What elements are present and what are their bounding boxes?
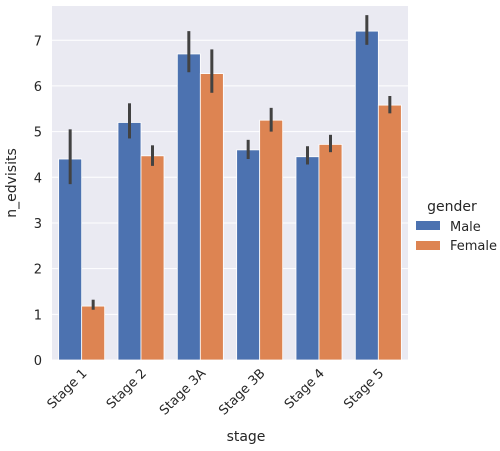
x-tick-label-1: Stage 2 [104, 366, 150, 412]
y-tick-label-6: 6 [34, 80, 42, 95]
legend-swatch-male [416, 221, 440, 230]
x-tick-label-3: Stage 3B [216, 366, 268, 418]
legend-title: gender [427, 199, 477, 215]
x-tick-label-5: Stage 5 [341, 366, 387, 412]
y-axis-label: n_edvisits [4, 148, 20, 218]
bar-female-2 [199, 73, 224, 361]
bar-male-4 [295, 156, 320, 361]
bar-female-3 [259, 119, 284, 361]
x-tick-label-2: Stage 3A [157, 366, 209, 418]
legend: gender Male Female [416, 199, 497, 254]
x-tick-labels: Stage 1 Stage 2 Stage 3A Stage 3B Stage 4 Sta… [45, 366, 388, 418]
plot-area [52, 6, 408, 360]
bar-male-1 [117, 122, 142, 361]
legend-label-male: Male [450, 220, 481, 235]
bar-female-0 [81, 305, 106, 361]
bar-male-0 [58, 158, 83, 361]
error-bars [68, 15, 392, 310]
y-tick-labels: 0 1 2 3 4 5 6 7 [34, 34, 42, 369]
y-tick-label-5: 5 [34, 126, 42, 141]
legend-label-female: Female [450, 239, 497, 254]
legend-swatch-female [416, 241, 440, 250]
y-tick-label-4: 4 [34, 171, 42, 186]
gridlines [52, 39, 408, 361]
bar-male-2 [176, 53, 201, 361]
bar-female-1 [140, 155, 165, 361]
bar-female-5 [377, 104, 402, 361]
x-tick-label-0: Stage 1 [45, 366, 91, 412]
bars [58, 30, 402, 361]
bar-male-3 [236, 149, 261, 361]
y-tick-label-0: 0 [34, 354, 42, 369]
bar-male-5 [354, 30, 379, 361]
y-tick-label-3: 3 [34, 217, 42, 232]
x-tick-label-4: Stage 4 [282, 366, 328, 412]
bar-female-4 [318, 144, 343, 361]
y-tick-label-7: 7 [34, 34, 42, 49]
y-tick-label-1: 1 [34, 308, 42, 323]
x-axis-label: stage [227, 429, 266, 445]
y-tick-label-2: 2 [34, 263, 42, 278]
